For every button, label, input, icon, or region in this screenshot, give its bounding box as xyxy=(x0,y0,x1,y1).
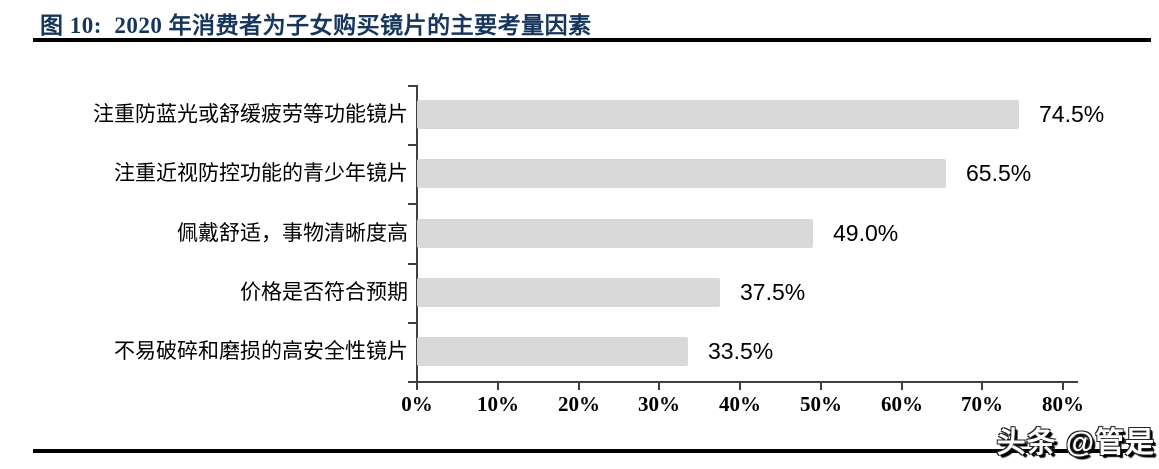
x-tick-label: 40% xyxy=(719,392,761,416)
x-tick-label: 80% xyxy=(1042,392,1084,416)
y-axis-tick xyxy=(408,263,416,265)
watermark-text: 头条 @管是 xyxy=(996,427,1155,459)
x-tick-label: 30% xyxy=(638,392,680,416)
category-label: 注重近视防控功能的青少年镜片 xyxy=(114,161,408,185)
title-divider-line xyxy=(33,38,1151,42)
x-axis-tick xyxy=(578,383,580,390)
value-label: 33.5% xyxy=(708,338,774,364)
x-axis-tick xyxy=(1062,383,1064,390)
category-label: 价格是否符合预期 xyxy=(240,280,408,304)
x-tick-label: 10% xyxy=(477,392,519,416)
x-axis-tick xyxy=(820,383,822,390)
bar xyxy=(417,337,688,366)
figure-title: 图 10: 2020 年消费者为子女购买镜片的主要考量因素 xyxy=(40,13,592,38)
value-label: 65.5% xyxy=(966,160,1032,186)
bar xyxy=(417,100,1019,129)
bar xyxy=(417,159,946,188)
x-axis-tick xyxy=(901,383,903,390)
category-label: 不易破碎和磨损的高安全性镜片 xyxy=(114,339,408,363)
bar xyxy=(417,278,720,307)
x-axis-tick xyxy=(739,383,741,390)
bar xyxy=(417,219,813,248)
y-axis-tick xyxy=(408,144,416,146)
bottom-divider-line xyxy=(33,449,1151,453)
x-tick-label: 70% xyxy=(961,392,1003,416)
y-axis-tick xyxy=(408,322,416,324)
category-label: 注重防蓝光或舒缓疲劳等功能镜片 xyxy=(93,102,408,126)
y-axis-tick xyxy=(408,203,416,205)
x-axis xyxy=(416,381,1078,383)
x-tick-label: 60% xyxy=(881,392,923,416)
x-tick-label: 0% xyxy=(401,392,433,416)
x-tick-label: 50% xyxy=(800,392,842,416)
y-axis-tick xyxy=(408,85,416,87)
x-axis-tick xyxy=(658,383,660,390)
x-axis-tick xyxy=(497,383,499,390)
x-axis-tick xyxy=(416,383,418,390)
category-label: 佩戴舒适，事物清晰度高 xyxy=(177,221,408,245)
x-tick-label: 20% xyxy=(558,392,600,416)
value-label: 74.5% xyxy=(1039,101,1105,127)
x-axis-tick xyxy=(981,383,983,390)
value-label: 37.5% xyxy=(740,279,806,305)
y-axis-tick xyxy=(408,381,416,383)
value-label: 49.0% xyxy=(833,220,899,246)
